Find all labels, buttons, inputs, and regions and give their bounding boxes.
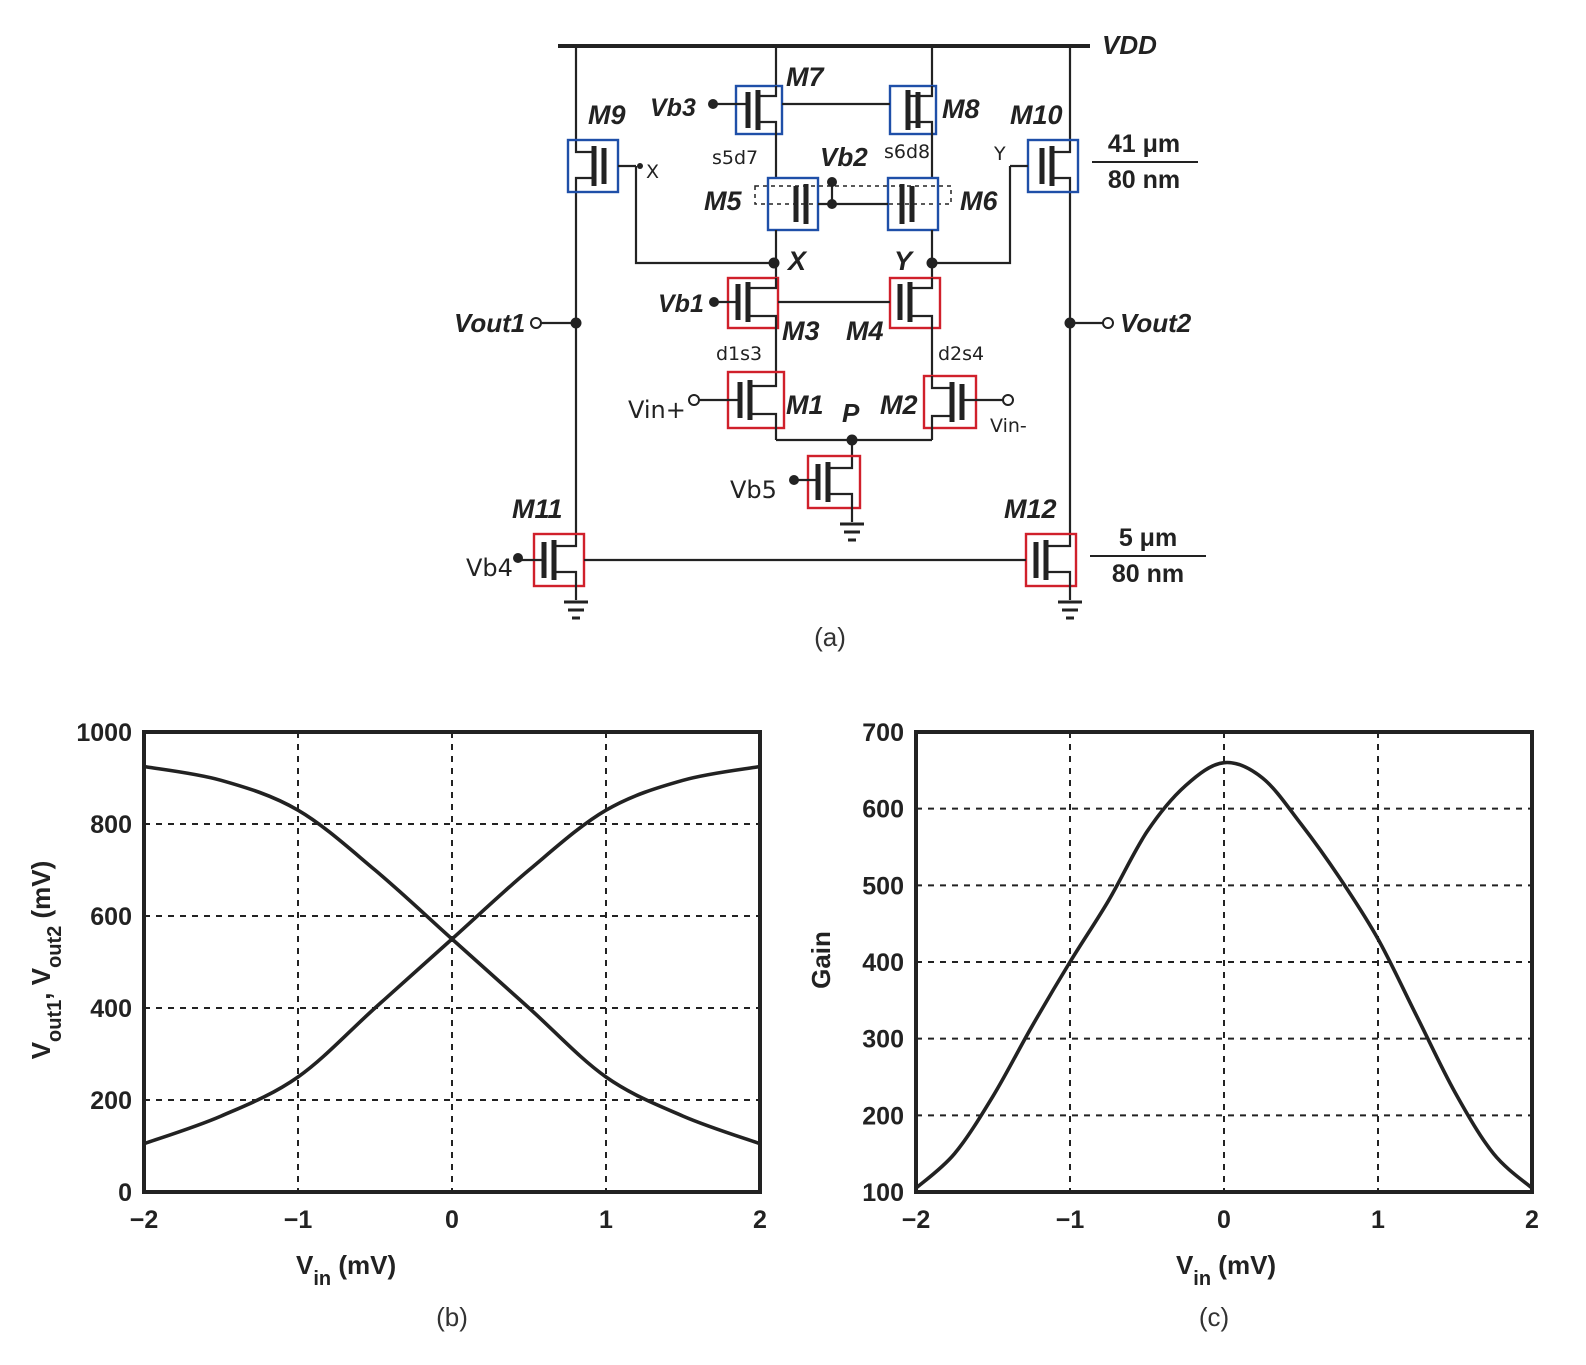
m2-box: [922, 374, 978, 430]
s5d7-annotation: s5d7: [712, 147, 758, 169]
x-tick-label: 1: [1371, 1206, 1385, 1234]
m7-label: M7: [786, 62, 825, 92]
node-y-label: Y: [894, 246, 915, 276]
s6d8-annotation: s6d8: [884, 141, 930, 163]
y-tick-label: 500: [862, 872, 904, 900]
x-tick-label: 0: [1217, 1206, 1231, 1234]
m8-box: [888, 84, 938, 136]
vdd-label: VDD: [1102, 30, 1157, 60]
chart-b-ylabel: Vout1, Vout2 (mV): [26, 861, 66, 1060]
node-x-label: X: [786, 246, 808, 276]
d2s4-annotation: d2s4: [938, 343, 984, 365]
y-tick-label: 300: [862, 1026, 904, 1054]
caption-a: (a): [814, 622, 846, 652]
caption-b: (b): [436, 1302, 468, 1332]
m5-label: M5: [704, 186, 742, 216]
m9-label: M9: [588, 100, 626, 130]
nmos-width: 5 μm: [1119, 524, 1177, 552]
m12-label: M12: [1004, 494, 1057, 524]
vout1-label: Vout1: [454, 308, 525, 338]
nmos-length: 80 nm: [1112, 560, 1184, 588]
node-x-small: X: [646, 161, 659, 183]
y-tick-label: 700: [862, 719, 904, 747]
plot-frame: [142, 730, 762, 1194]
series-line-1: [143, 764, 761, 1146]
caption-c: (c): [1199, 1302, 1229, 1332]
chart-c: Vin (mV) Gain (c) −2 −1 0 1 2 100 200 300 400 500…: [806, 719, 1539, 1332]
pmos-length: 80 nm: [1108, 166, 1180, 194]
plot-frame: [914, 730, 1534, 1194]
m1-label: M1: [786, 390, 824, 420]
m4-label: M4: [846, 316, 884, 346]
m10-label: M10: [1010, 100, 1063, 130]
y-tick-label: 400: [90, 995, 132, 1023]
m2-label: M2: [880, 390, 918, 420]
x-tick-label: −1: [284, 1206, 313, 1234]
vb2-label: Vb2: [820, 142, 868, 172]
m11-label: M11: [512, 494, 563, 524]
chart-b: Vin (mV) Vout1, Vout2 (mV) (b) −2 −1 0 1 2 0 2…: [26, 719, 767, 1332]
m3-label: M3: [782, 316, 820, 346]
y-tick-label: 0: [118, 1179, 132, 1207]
x-tick-label: −2: [130, 1206, 159, 1234]
pmos-width: 41 μm: [1108, 130, 1180, 158]
node-p-label: P: [842, 398, 860, 428]
node-y-small: Y: [993, 143, 1006, 165]
y-tick-label: 600: [90, 903, 132, 931]
y-tick-label: 600: [862, 796, 904, 824]
x-tick-label: −2: [902, 1206, 931, 1234]
series-line-2: [143, 764, 761, 1146]
x-tick-label: 1: [599, 1206, 613, 1234]
chart-b-xlabel: Vin (mV): [296, 1250, 396, 1290]
x-tick-label: 0: [445, 1206, 459, 1234]
y-tick-label: 100: [862, 1179, 904, 1207]
m7-box: [734, 84, 784, 136]
x-tick-label: 2: [1525, 1206, 1539, 1234]
y-tick-label: 200: [862, 1102, 904, 1130]
x-tick-label: 2: [753, 1206, 767, 1234]
vb3-label: Vb3: [650, 94, 696, 122]
vb1-label: Vb1: [658, 290, 704, 318]
x-tick-label: −1: [1056, 1206, 1085, 1234]
vb5-label: Vb5: [730, 476, 777, 504]
chart-c-xlabel: Vin (mV): [1176, 1250, 1276, 1290]
y-tick-label: 800: [90, 811, 132, 839]
y-tick-label: 200: [90, 1087, 132, 1115]
chart-c-ylabel: Gain: [806, 931, 836, 989]
vb4-label: Vb4: [466, 554, 513, 582]
vin-plus-label: Vin+: [628, 396, 686, 424]
d1s3-annotation: d1s3: [716, 343, 762, 365]
vin-minus-label: Vin-: [990, 415, 1027, 437]
y-tick-label: 400: [862, 949, 904, 977]
m8-label: M8: [942, 94, 980, 124]
series-line-1: [914, 760, 1534, 1190]
vout2-label: Vout2: [1120, 308, 1192, 338]
m6-label: M6: [960, 186, 998, 216]
mtail-box: [806, 454, 862, 510]
y-tick-label: 1000: [76, 719, 132, 747]
